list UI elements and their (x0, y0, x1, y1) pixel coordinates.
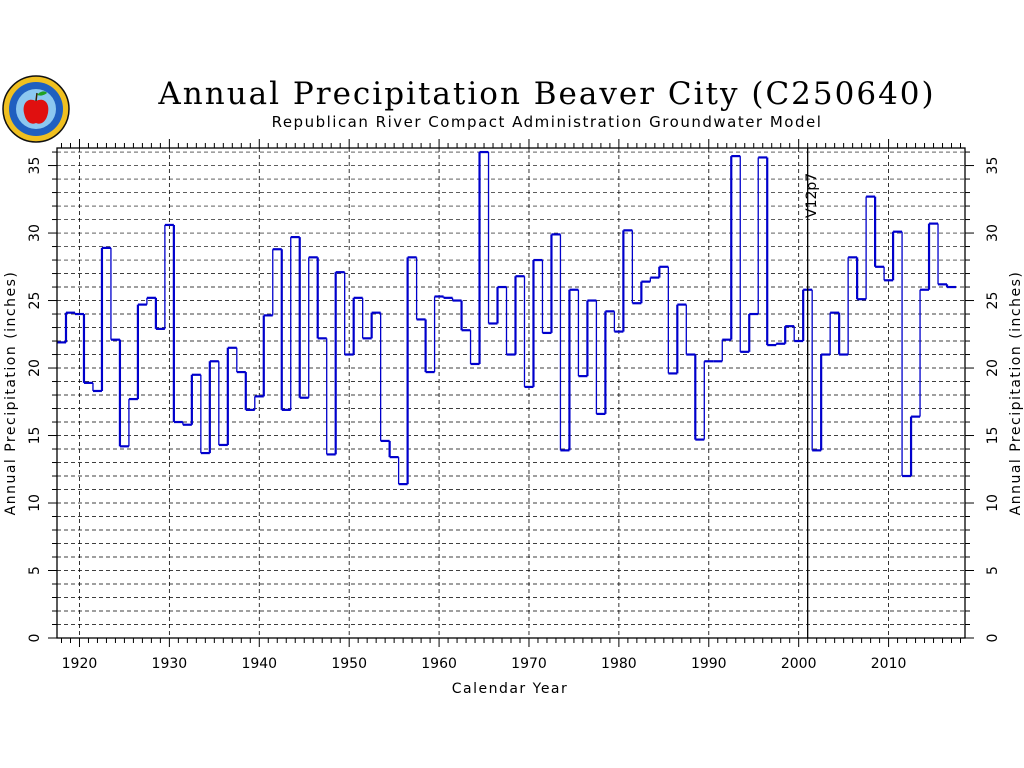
chart-title: Annual Precipitation Beaver City (C25064… (158, 76, 936, 112)
y-tick-label-left: 5 (27, 566, 43, 575)
y-tick-label-left: 35 (27, 157, 43, 175)
y-tick-label-right: 30 (985, 224, 1001, 242)
y-tick-label-right: 0 (985, 634, 1001, 643)
y-tick-label-left: 0 (27, 634, 43, 643)
y-tick-label-left: 25 (27, 292, 43, 310)
x-tick-label: 1950 (331, 656, 367, 672)
x-tick-label: 1960 (421, 656, 457, 672)
chart-subtitle: Republican River Compact Administration … (271, 113, 823, 131)
x-tick-label: 1990 (691, 656, 727, 672)
y-tick-label-right: 5 (985, 566, 1001, 575)
y-tick-label-right: 25 (985, 292, 1001, 310)
x-tick-label: 1980 (601, 656, 637, 672)
y-axis-title-left: Annual Precipitation (inches) (3, 271, 19, 516)
x-axis-title: Calendar Year (452, 681, 569, 697)
y-tick-label-left: 15 (27, 427, 43, 445)
x-tick-label: 1920 (62, 656, 98, 672)
grid-lines (57, 148, 965, 638)
y-tick-label-left: 20 (27, 359, 43, 377)
x-tick-label: 2010 (871, 656, 907, 672)
y-tick-label-left: 10 (27, 494, 43, 512)
series-group (57, 150, 957, 486)
x-tick-label: 2000 (781, 656, 817, 672)
y-tick-label-right: 35 (985, 157, 1001, 175)
axis-ticks (48, 139, 974, 647)
plot-frame (56, 147, 966, 639)
version-marker-label: V12p7 (804, 173, 820, 218)
x-tick-label: 1940 (241, 656, 277, 672)
y-tick-label-right: 10 (985, 494, 1001, 512)
x-tick-label: 1970 (511, 656, 547, 672)
y-tick-label-right: 20 (985, 359, 1001, 377)
plot-border (56, 147, 966, 639)
x-tick-label: 1930 (152, 656, 188, 672)
y-axis-title-right: Annual Precipitation (inches) (1008, 271, 1024, 516)
y-tick-label-right: 15 (985, 427, 1001, 445)
axis-labels: 1920 1930 1940 1950 1960 1970 1980 1990 2000 2010… (27, 157, 1001, 672)
y-tick-label-left: 30 (27, 224, 43, 242)
logo-seal (2, 75, 70, 143)
